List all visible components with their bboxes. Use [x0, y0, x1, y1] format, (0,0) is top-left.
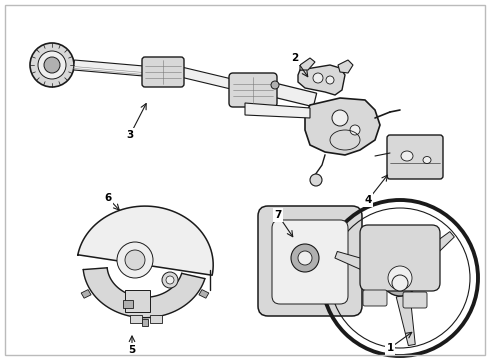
Polygon shape	[335, 251, 386, 278]
Polygon shape	[199, 289, 209, 298]
Circle shape	[117, 242, 153, 278]
Text: 6: 6	[104, 193, 112, 203]
Circle shape	[310, 174, 322, 186]
Circle shape	[30, 43, 74, 87]
Circle shape	[271, 81, 279, 89]
Circle shape	[298, 251, 312, 265]
Polygon shape	[83, 268, 205, 318]
FancyBboxPatch shape	[403, 292, 427, 308]
Ellipse shape	[401, 151, 413, 161]
FancyBboxPatch shape	[387, 135, 443, 179]
Circle shape	[162, 272, 178, 288]
Polygon shape	[180, 67, 249, 93]
Polygon shape	[305, 98, 380, 155]
Polygon shape	[338, 60, 353, 73]
Polygon shape	[409, 231, 454, 272]
FancyBboxPatch shape	[360, 225, 440, 291]
Text: 7: 7	[274, 210, 282, 220]
Circle shape	[332, 110, 348, 126]
Circle shape	[313, 73, 323, 83]
Text: 4: 4	[364, 195, 372, 205]
Ellipse shape	[423, 157, 431, 163]
FancyBboxPatch shape	[142, 57, 184, 87]
Polygon shape	[81, 289, 91, 298]
Circle shape	[382, 260, 418, 296]
Circle shape	[38, 51, 66, 79]
Bar	[123, 300, 133, 308]
Polygon shape	[396, 294, 415, 346]
FancyBboxPatch shape	[229, 73, 277, 107]
Circle shape	[291, 244, 319, 272]
Circle shape	[326, 76, 334, 84]
Bar	[150, 315, 162, 323]
Bar	[125, 290, 150, 312]
Polygon shape	[74, 60, 155, 77]
Circle shape	[166, 276, 174, 284]
Polygon shape	[300, 58, 315, 70]
Circle shape	[125, 250, 145, 270]
Text: 2: 2	[292, 53, 298, 63]
Circle shape	[392, 275, 408, 291]
Polygon shape	[298, 65, 345, 95]
FancyBboxPatch shape	[258, 206, 362, 316]
Circle shape	[350, 125, 360, 135]
Circle shape	[44, 57, 60, 73]
Polygon shape	[272, 83, 317, 107]
Polygon shape	[245, 103, 310, 118]
Text: 3: 3	[126, 130, 134, 140]
FancyBboxPatch shape	[363, 290, 387, 306]
Text: 1: 1	[387, 343, 393, 353]
Polygon shape	[78, 206, 213, 275]
FancyBboxPatch shape	[272, 220, 348, 304]
Circle shape	[388, 266, 412, 290]
Polygon shape	[142, 319, 148, 326]
Text: 5: 5	[128, 345, 136, 355]
Bar	[130, 315, 142, 323]
